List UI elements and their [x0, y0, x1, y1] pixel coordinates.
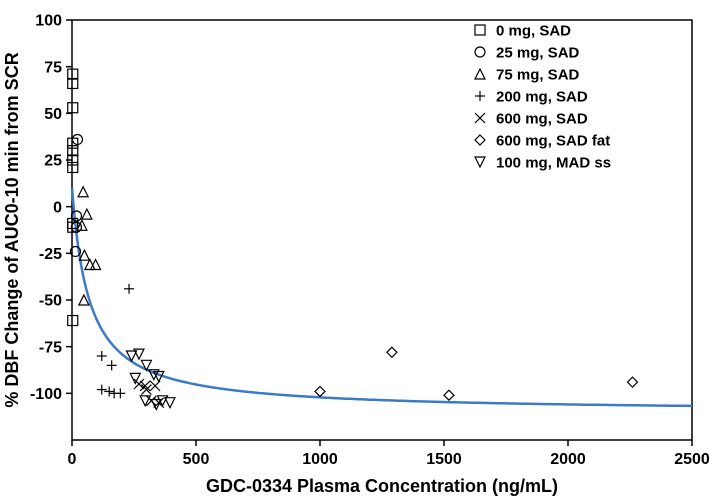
y-tick-label: 50 [44, 106, 62, 123]
y-tick-label: -100 [30, 386, 62, 403]
legend-item-label: 600 mg, SAD [496, 110, 588, 127]
y-tick-label: 75 [44, 59, 62, 76]
legend-item-label: 100 mg, MAD ss [496, 154, 611, 171]
x-tick-label: 1500 [426, 451, 462, 468]
legend-item-label: 200 mg, SAD [496, 88, 588, 105]
legend-item-label: 600 mg, SAD fat [496, 132, 610, 149]
x-tick-label: 500 [183, 451, 210, 468]
y-tick-label: -50 [39, 293, 62, 310]
x-tick-label: 2500 [674, 451, 709, 468]
x-axis-label: GDC-0334 Plasma Concentration (ng/mL) [206, 476, 558, 496]
y-tick-label: 100 [35, 13, 62, 30]
x-tick-label: 1000 [302, 451, 338, 468]
y-tick-label: 0 [53, 199, 62, 216]
legend-item-label: 25 mg, SAD [496, 44, 580, 61]
y-tick-label: 25 [44, 153, 62, 170]
y-tick-label: -75 [39, 339, 62, 356]
chart-svg: 0 500 1000 1500 2000 2500 -100 -75 -50 -25 0 25 50 75… [0, 0, 709, 502]
scatter-chart: 0 500 1000 1500 2000 2500 -100 -75 -50 -25 0 25 50 75… [0, 0, 709, 502]
y-tick-label: -25 [39, 246, 62, 263]
x-tick-label: 2000 [550, 451, 586, 468]
legend-item-label: 0 mg, SAD [496, 22, 571, 39]
x-tick-label: 0 [68, 451, 77, 468]
legend-item-label: 75 mg, SAD [496, 66, 580, 83]
y-axis-label: % DBF Change of AUC0-10 min from SCR [2, 52, 22, 407]
